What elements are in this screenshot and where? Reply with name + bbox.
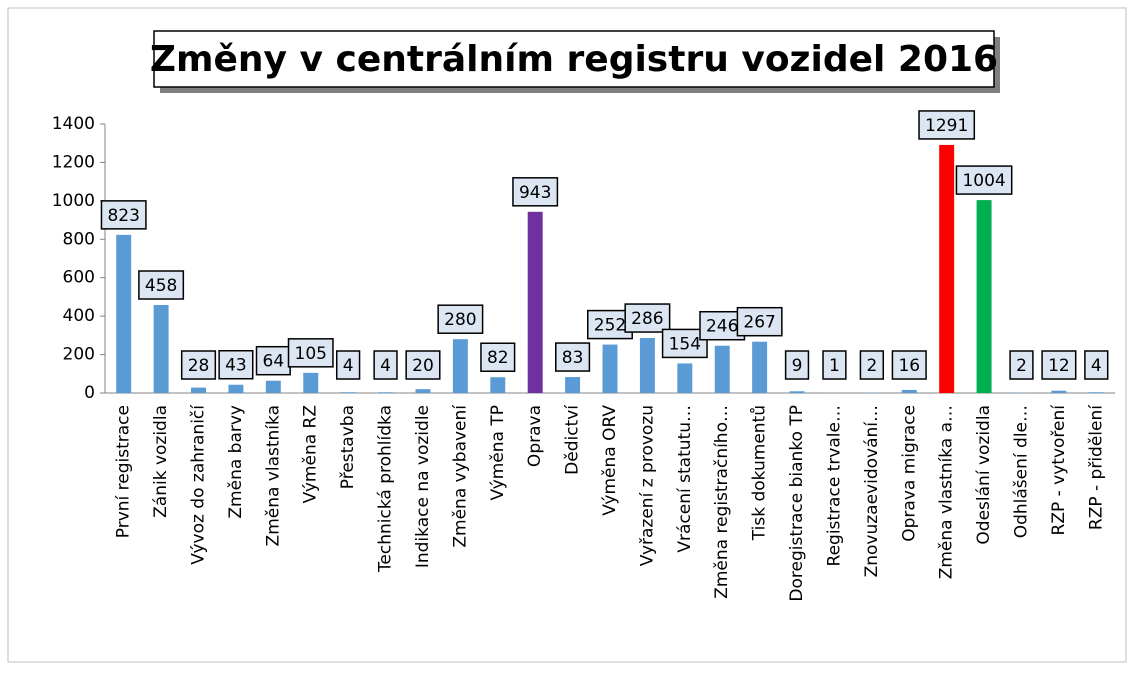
- x-tick-label: Vyřazení z provozu: [637, 405, 657, 566]
- data-label: 267: [743, 313, 775, 333]
- x-tick-label: Výměna TP: [488, 405, 508, 500]
- x-tick-label: Doregistrace bianko TP: [787, 405, 807, 602]
- bar: [1089, 392, 1104, 393]
- x-tick-label: Výměna RZ: [301, 405, 321, 503]
- x-tick-label: Tisk dokumentů: [750, 405, 770, 541]
- x-tick-label: Odhlášení dle…: [1011, 405, 1031, 538]
- bar: [303, 373, 318, 393]
- x-tick-label: Oprava migrace: [899, 405, 919, 542]
- bar: [565, 377, 580, 393]
- data-label: 252: [594, 316, 626, 336]
- x-tick-label: Technická prohlídka: [376, 405, 396, 573]
- y-tick-label: 1200: [52, 152, 95, 172]
- data-label: 823: [107, 206, 139, 226]
- x-tick-label: Vývoz do zahraničí: [189, 404, 209, 565]
- bar: [1051, 391, 1066, 393]
- x-tick-label: První registrace: [114, 405, 134, 538]
- bar: [378, 392, 393, 393]
- bar: [341, 392, 356, 393]
- bar: [266, 381, 281, 393]
- bar: [603, 345, 618, 393]
- chart-title: Změny v centrálním registru vozidel 2016: [150, 39, 998, 80]
- bar: [453, 339, 468, 393]
- bar: [191, 388, 206, 393]
- data-label: 1291: [925, 116, 968, 136]
- x-tick-label: Oprava: [525, 405, 545, 467]
- data-label: 458: [145, 276, 177, 296]
- x-tick-label: RZP - vytvoření: [1049, 404, 1069, 536]
- x-tick-label: Znovuzaevidování…: [862, 405, 882, 577]
- bar: [154, 305, 169, 393]
- data-label: 9: [792, 356, 803, 376]
- y-tick-label: 1400: [52, 114, 95, 134]
- y-tick-label: 600: [63, 268, 95, 288]
- y-tick-label: 1000: [52, 191, 95, 211]
- bar: [640, 338, 655, 393]
- x-tick-label: Zánik vozidla: [151, 405, 171, 518]
- x-tick-label: Vrácení statutu…: [675, 405, 695, 553]
- x-tick-label: Změna vlastníka a…: [937, 405, 957, 579]
- bar: [939, 145, 954, 393]
- x-tick-label: Přestavba: [338, 405, 358, 489]
- x-tick-label: Změna barvy: [226, 405, 246, 519]
- data-label: 12: [1048, 356, 1070, 376]
- data-label: 105: [295, 344, 327, 364]
- y-tick-label: 200: [63, 345, 95, 365]
- data-label: 82: [487, 348, 509, 368]
- bar: [752, 342, 767, 393]
- data-label: 43: [225, 356, 247, 376]
- data-label: 280: [444, 310, 476, 330]
- data-label: 2: [866, 356, 877, 376]
- bar: [415, 389, 430, 393]
- bar: [116, 235, 131, 393]
- x-tick-label: Registrace trvale…: [824, 405, 844, 566]
- y-tick-label: 400: [63, 306, 95, 326]
- bar: [977, 200, 992, 393]
- data-label: 20: [412, 356, 434, 376]
- data-label: 64: [263, 352, 285, 372]
- bar: [528, 212, 543, 393]
- data-label: 1: [829, 356, 840, 376]
- data-label: 4: [1091, 356, 1102, 376]
- data-label: 83: [562, 348, 584, 368]
- bar: [790, 391, 805, 393]
- y-tick-label: 0: [84, 383, 95, 403]
- data-label: 1004: [962, 171, 1005, 191]
- bar: [677, 363, 692, 393]
- x-tick-label: Změna vybavení: [450, 404, 470, 548]
- data-label: 286: [631, 309, 663, 329]
- x-tick-label: Dědictví: [563, 404, 583, 475]
- bar: [228, 385, 243, 393]
- bar: [902, 390, 917, 393]
- x-tick-label: Změna registračního…: [712, 405, 732, 599]
- data-label: 4: [343, 356, 354, 376]
- chart-frame: [8, 8, 1126, 662]
- data-label: 154: [669, 334, 701, 354]
- bar: [490, 377, 505, 393]
- y-tick-label: 800: [63, 229, 95, 249]
- x-tick-label: Odeslání vozidla: [974, 405, 994, 545]
- data-label: 4: [380, 356, 391, 376]
- data-label: 28: [188, 356, 210, 376]
- x-tick-label: RZP - přidělení: [1086, 404, 1106, 530]
- bar: [715, 346, 730, 393]
- data-label: 246: [706, 317, 738, 337]
- x-tick-label: Výměna ORV: [600, 405, 620, 516]
- data-label: 2: [1016, 356, 1027, 376]
- data-label: 943: [519, 183, 551, 203]
- x-tick-label: Indikace na vozidle: [413, 405, 433, 568]
- x-tick-label: Změna vlastníka: [263, 405, 283, 546]
- data-label: 16: [898, 356, 920, 376]
